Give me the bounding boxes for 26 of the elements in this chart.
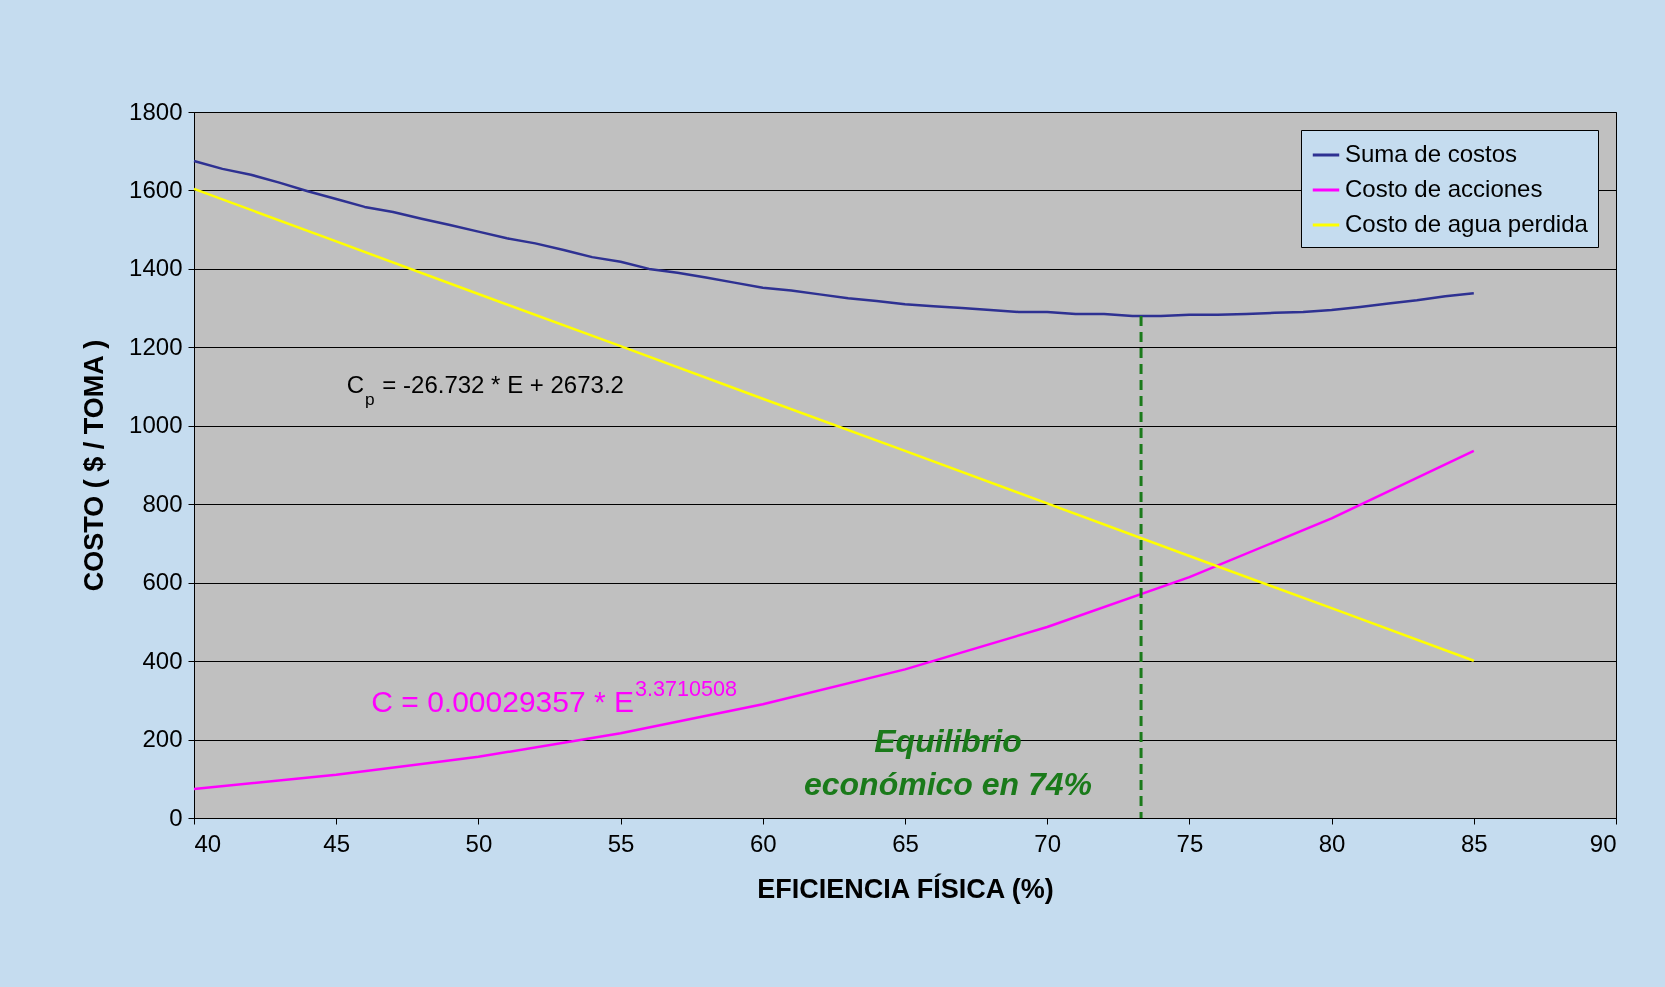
x-tick-label: 70	[1034, 829, 1062, 857]
y-axis-title: COSTO ( $ / TOMA )	[79, 339, 110, 592]
x-tick-label: 55	[607, 829, 635, 857]
y-tick-label: 1200	[129, 332, 183, 360]
legend-label: Costo de acciones	[1345, 175, 1543, 202]
x-tick-label: 85	[1460, 829, 1488, 857]
x-tick-label: 65	[892, 829, 919, 857]
y-tick-label: 200	[142, 725, 183, 753]
y-tick-label: 1000	[129, 411, 183, 439]
x-tick-label: 45	[323, 829, 351, 857]
y-tick-label: 600	[142, 568, 183, 596]
y-tick-label: 1400	[129, 254, 183, 282]
x-tick-label: 50	[465, 829, 493, 857]
y-tick-label: 1600	[129, 175, 183, 203]
legend-label: Suma de costos	[1345, 140, 1518, 167]
y-tick-label: 0	[169, 803, 183, 831]
y-tick-label: 400	[142, 646, 183, 674]
x-tick-label: 80	[1318, 829, 1346, 857]
x-tick-label: 40	[194, 829, 222, 857]
y-tick-label: 800	[142, 489, 183, 517]
legend-label: Costo de agua perdida	[1345, 210, 1589, 237]
x-tick-label: 75	[1176, 829, 1204, 857]
x-tick-label: 90	[1589, 829, 1617, 857]
y-tick-label: 1800	[129, 97, 183, 125]
x-axis-title: EFICIENCIA FÍSICA (%)	[757, 872, 1054, 904]
x-tick-label: 60	[749, 829, 777, 857]
